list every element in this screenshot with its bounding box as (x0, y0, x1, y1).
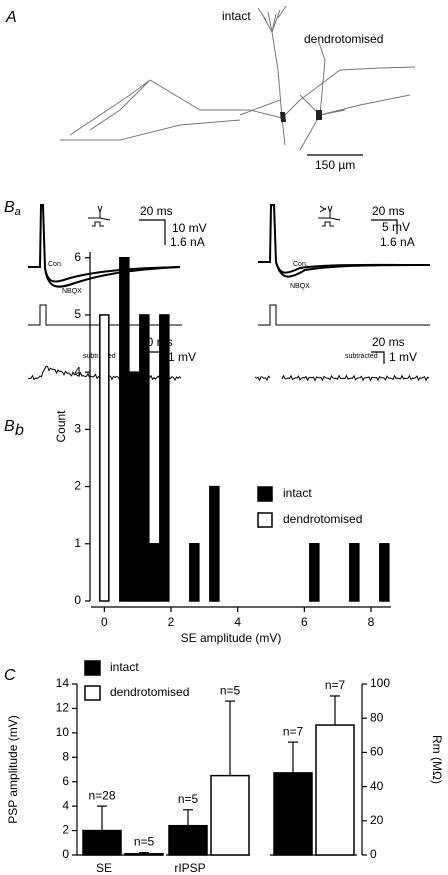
y2-tick-label: 100 (370, 676, 390, 690)
bar (168, 824, 208, 856)
trace-label: Con. (48, 261, 63, 268)
bar (273, 772, 313, 856)
panel-label: A (5, 9, 17, 26)
legend-swatch (84, 685, 101, 701)
histogram-bar (379, 543, 390, 602)
scale-label: 1.6 nA (170, 235, 205, 249)
histogram-bar (189, 543, 200, 602)
scale-label: 150 µm (315, 158, 355, 172)
y2-tick-label: 0 (370, 847, 377, 861)
y-tick-label: 2 (62, 823, 69, 837)
trace-label: subtracted (345, 353, 378, 360)
scale-label: 1.6 nA (380, 235, 415, 249)
histogram-bar (309, 543, 320, 602)
x-tick-label: 8 (368, 615, 375, 629)
panel-letter: B (4, 199, 15, 216)
y-tick-label: 8 (62, 749, 69, 763)
y-tick-label: 6 (74, 250, 81, 264)
x-tick-label: SE (96, 861, 112, 875)
y2-axis-label: Rm (MΩ) (430, 735, 444, 784)
scale-label: 10 mV (172, 221, 207, 235)
scale-label: 1 mV (168, 350, 196, 364)
x-tick-label: 6 (301, 615, 308, 629)
neuron-label: dendrotomised (304, 32, 383, 46)
histogram-bar (209, 485, 220, 602)
y-tick-label: 4 (62, 798, 69, 812)
y-tick-label: 6 (62, 774, 69, 788)
x-tick-label: 2 (168, 615, 175, 629)
histogram-bar (139, 314, 150, 602)
panel-label: Ba (4, 199, 21, 218)
scale-label: 20 ms (372, 335, 405, 349)
y-tick-label: 14 (56, 676, 70, 690)
legend-label: dendrotomised (110, 685, 189, 699)
y2-tick-label: 40 (370, 779, 384, 793)
panel-sub: b (15, 422, 24, 439)
x-axis-label: SE amplitude (mV) (181, 631, 282, 645)
scale-label: 20 ms (372, 204, 405, 218)
trace-label: NBQX (62, 288, 82, 295)
y-tick-label: 0 (62, 847, 69, 861)
histogram-bar (119, 256, 130, 602)
x-tick-label: rIPSP (174, 861, 205, 875)
traces (27, 204, 431, 382)
legend-label: intact (283, 486, 312, 500)
n-label: n=7 (283, 724, 304, 738)
histogram-bar (129, 371, 140, 602)
y2-tick-label: 60 (370, 745, 384, 759)
bar (210, 774, 250, 856)
x-tick-label: 0 (101, 615, 108, 629)
legend-swatch (257, 486, 273, 502)
y-axis-label: Count (54, 410, 68, 443)
y-tick-label: 10 (56, 725, 70, 739)
n-label: n=7 (325, 678, 346, 692)
y-tick-label: 2 (74, 479, 81, 493)
neuron-label: intact (222, 9, 251, 23)
y-tick-label: 0 (74, 593, 81, 607)
y-tick-label: 1 (74, 536, 81, 550)
panel-sub: a (15, 206, 21, 218)
n-label: n=28 (88, 788, 115, 802)
histogram-bar (149, 543, 160, 602)
y-tick-label: 12 (56, 701, 70, 715)
y-tick-label: 5 (74, 307, 81, 321)
panel-label: C (4, 667, 16, 684)
bar (124, 853, 164, 856)
scale-label: 1 mV (389, 350, 417, 364)
scale-label: 5 mV (382, 220, 410, 234)
n-label: n=5 (220, 683, 241, 697)
histogram-bar (159, 314, 170, 602)
histogram-bar (99, 314, 110, 602)
x-tick-label: 4 (234, 615, 241, 629)
y2-tick-label: 80 (370, 710, 384, 724)
neuron-drawing (60, 5, 416, 151)
legend-label: intact (110, 660, 139, 674)
y-tick-label: 4 (74, 364, 81, 378)
legend-swatch (84, 660, 101, 676)
n-label: n=5 (134, 835, 155, 849)
bar (82, 829, 122, 856)
y-tick-label: 3 (74, 422, 81, 436)
legend-swatch (257, 512, 273, 528)
trace-label: NBQX (290, 283, 310, 290)
panel-label: B (4, 418, 15, 435)
bar (315, 724, 355, 856)
trace-label: Con. (293, 261, 308, 268)
scale-label: 20 ms (140, 204, 173, 218)
legend-label: dendrotomised (283, 512, 362, 526)
n-label: n=5 (178, 792, 199, 806)
y2-tick-label: 20 (370, 813, 384, 827)
histogram-bar (349, 543, 360, 602)
y-axis-label: PSP amplitude (mV) (6, 715, 20, 824)
